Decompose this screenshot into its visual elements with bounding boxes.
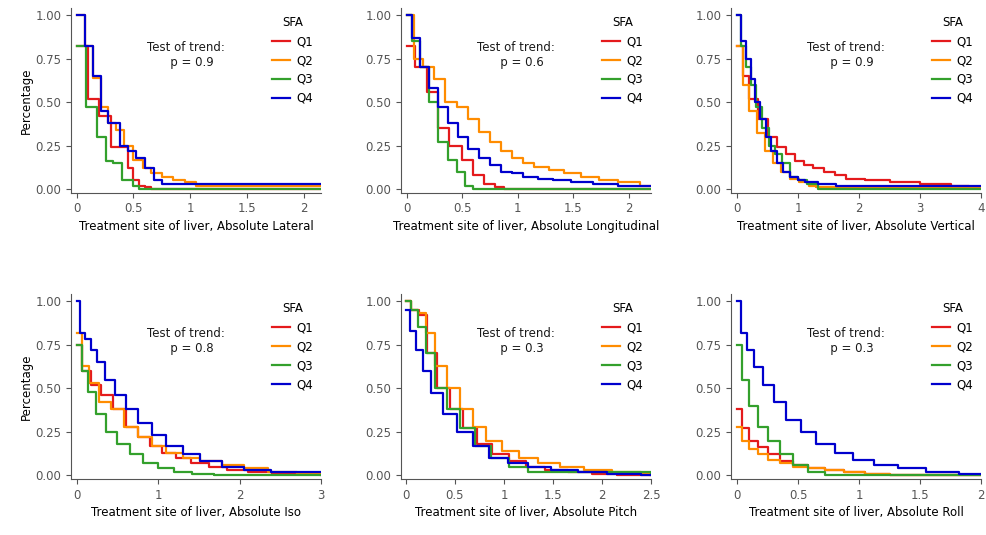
Text: Test of trend:
   p = 0.3: Test of trend: p = 0.3 bbox=[477, 327, 555, 355]
X-axis label: Treatment site of liver, Absolute Lateral: Treatment site of liver, Absolute Latera… bbox=[79, 219, 314, 233]
X-axis label: Treatment site of liver, Absolute Pitch: Treatment site of liver, Absolute Pitch bbox=[415, 506, 637, 519]
Legend: Q1, Q2, Q3, Q4: Q1, Q2, Q3, Q4 bbox=[600, 300, 645, 393]
Text: Test of trend:
   p = 0.9: Test of trend: p = 0.9 bbox=[147, 41, 225, 69]
Text: Test of trend:
   p = 0.9: Test of trend: p = 0.9 bbox=[808, 41, 885, 69]
Legend: Q1, Q2, Q3, Q4: Q1, Q2, Q3, Q4 bbox=[270, 14, 316, 107]
Legend: Q1, Q2, Q3, Q4: Q1, Q2, Q3, Q4 bbox=[270, 300, 316, 393]
X-axis label: Treatment site of liver, Absolute Iso: Treatment site of liver, Absolute Iso bbox=[91, 506, 301, 519]
Text: Test of trend:
   p = 0.3: Test of trend: p = 0.3 bbox=[808, 327, 885, 355]
Legend: Q1, Q2, Q3, Q4: Q1, Q2, Q3, Q4 bbox=[600, 14, 645, 107]
Text: Test of trend:
   p = 0.8: Test of trend: p = 0.8 bbox=[147, 327, 225, 355]
Legend: Q1, Q2, Q3, Q4: Q1, Q2, Q3, Q4 bbox=[930, 300, 975, 393]
Text: Test of trend:
   p = 0.6: Test of trend: p = 0.6 bbox=[477, 41, 555, 69]
Y-axis label: Percentage: Percentage bbox=[20, 353, 33, 420]
Legend: Q1, Q2, Q3, Q4: Q1, Q2, Q3, Q4 bbox=[930, 14, 975, 107]
X-axis label: Treatment site of liver, Absolute Roll: Treatment site of liver, Absolute Roll bbox=[748, 506, 963, 519]
Y-axis label: Percentage: Percentage bbox=[20, 67, 33, 134]
X-axis label: Treatment site of liver, Absolute Longitudinal: Treatment site of liver, Absolute Longit… bbox=[392, 219, 660, 233]
X-axis label: Treatment site of liver, Absolute Vertical: Treatment site of liver, Absolute Vertic… bbox=[738, 219, 975, 233]
